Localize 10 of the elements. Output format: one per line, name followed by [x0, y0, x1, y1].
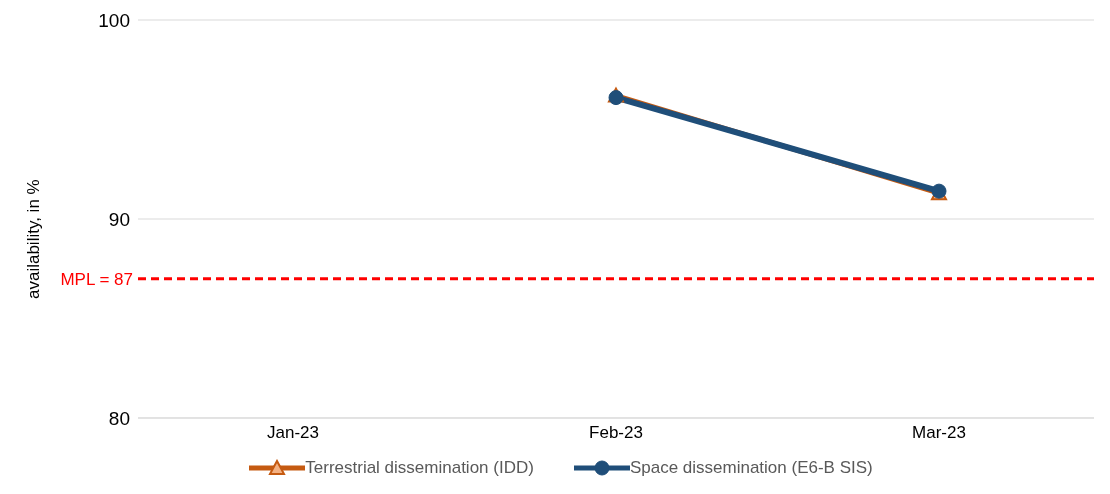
x-tick-label: Jan-23: [267, 423, 319, 443]
legend-label: Space dissemination (E6-B SIS): [629, 458, 873, 478]
legend-label: Terrestrial dissemination (IDD): [305, 458, 534, 478]
ref-line-label: MPL = 87: [60, 269, 133, 289]
x-tick-label: Feb-23: [589, 423, 643, 443]
y-tick-label: 100: [98, 9, 130, 31]
y-tick-label: 80: [108, 407, 130, 429]
y-tick-label: 90: [108, 208, 130, 230]
y-axis-title: availability, in %: [24, 179, 44, 299]
x-tick-label: Mar-23: [912, 423, 966, 443]
